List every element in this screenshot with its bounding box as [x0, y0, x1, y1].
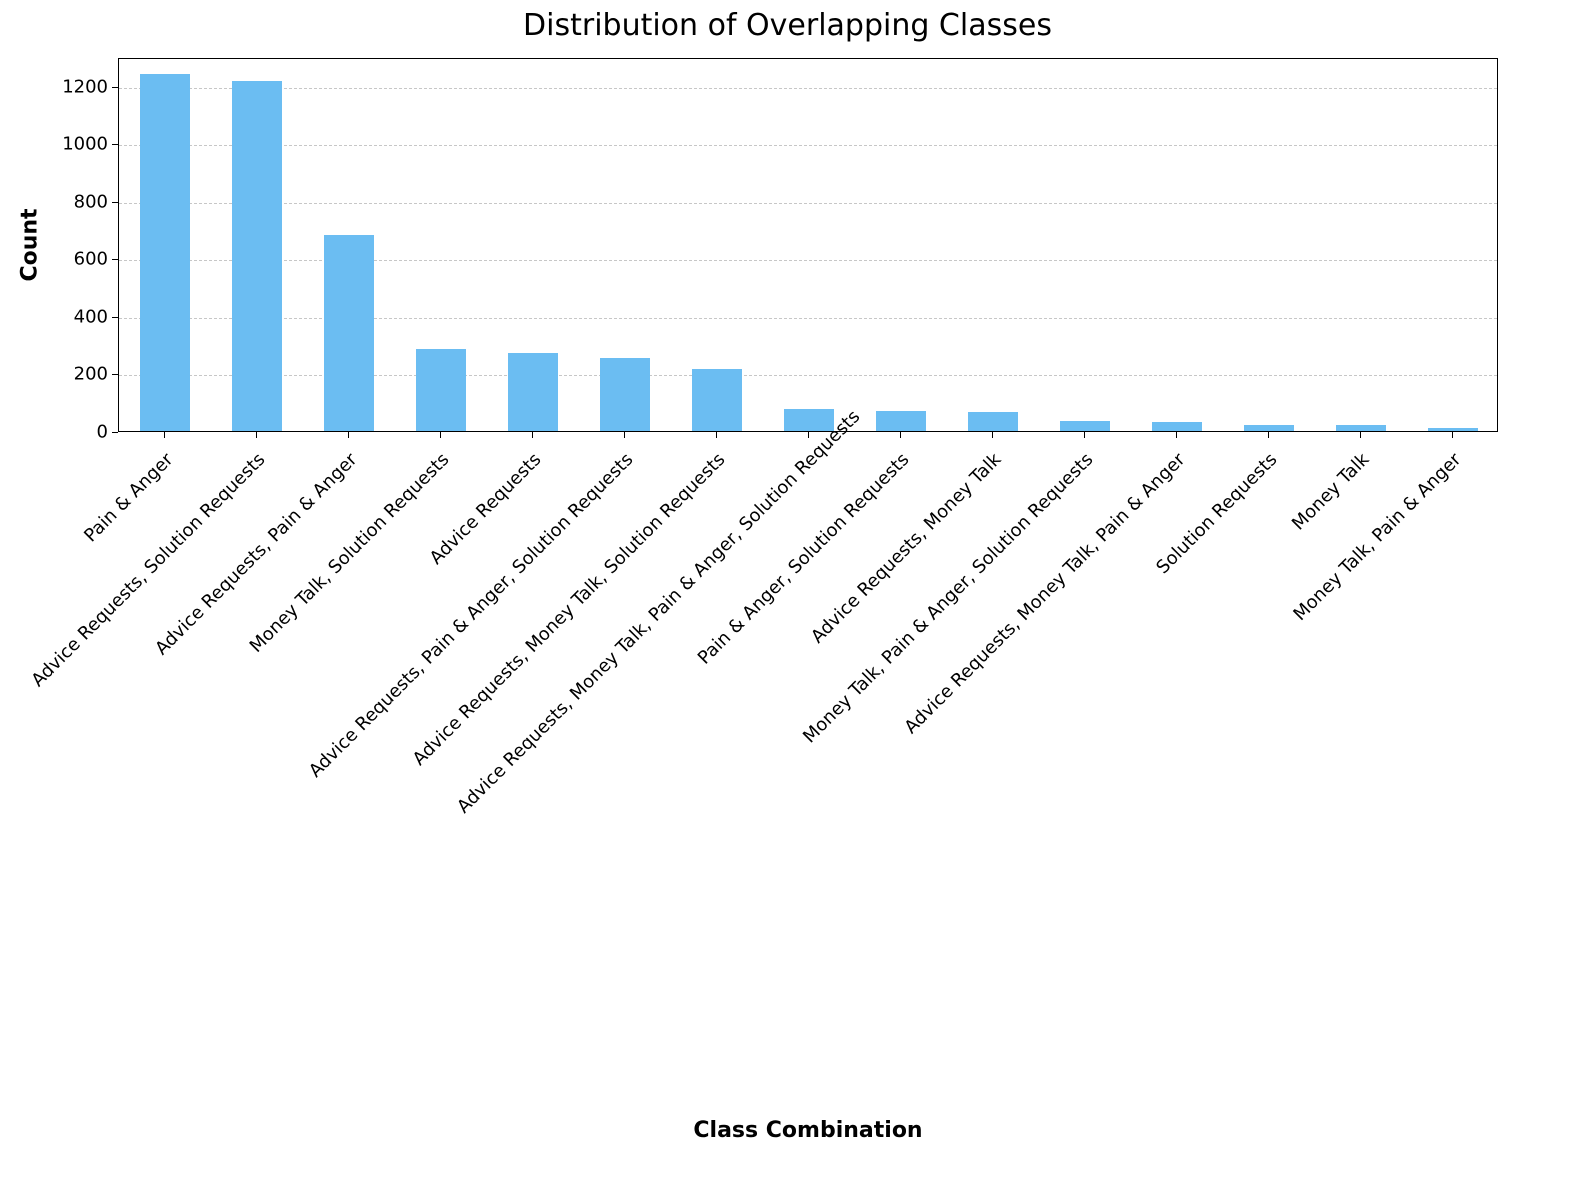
- chart-title: Distribution of Overlapping Classes: [0, 8, 1575, 43]
- bar: [1060, 421, 1111, 431]
- xtick-mark: [900, 432, 901, 438]
- ytick-mark: [112, 374, 118, 375]
- ytick-mark: [112, 317, 118, 318]
- xtick-label: Advice Requests, Money Talk, Pain & Ange…: [821, 449, 1189, 817]
- xtick-mark: [808, 432, 809, 438]
- bar: [692, 369, 743, 431]
- bar: [508, 353, 559, 431]
- bar: [324, 235, 375, 431]
- bar: [416, 349, 467, 431]
- ytick-label: 200: [58, 364, 108, 385]
- bar: [1152, 422, 1203, 431]
- x-axis-label: Class Combination: [693, 1118, 922, 1143]
- xtick-mark: [1176, 432, 1177, 438]
- xtick-label: Money Talk, Pain & Anger: [1097, 449, 1465, 817]
- bar: [968, 412, 1019, 431]
- bar: [876, 411, 927, 431]
- figure: Distribution of Overlapping Classes Coun…: [0, 0, 1575, 1179]
- y-axis-label: Count: [18, 208, 43, 281]
- xtick-label: Money Talk, Solution Requests: [85, 449, 453, 817]
- xtick-label: Pain & Anger, Solution Requests: [545, 449, 913, 817]
- ytick-mark: [112, 259, 118, 260]
- xtick-mark: [1268, 432, 1269, 438]
- xtick-mark: [440, 432, 441, 438]
- bar: [600, 358, 651, 431]
- xtick-label: Money Talk, Pain & Anger, Solution Reque…: [729, 449, 1097, 817]
- xtick-mark: [1084, 432, 1085, 438]
- plot-area: [118, 58, 1498, 432]
- ytick-label: 1200: [58, 76, 108, 97]
- xtick-label: Advice Requests, Money Talk, Solution Re…: [361, 449, 729, 817]
- ytick-label: 0: [58, 422, 108, 443]
- xtick-mark: [1452, 432, 1453, 438]
- gridline: [119, 88, 1497, 89]
- xtick-mark: [1360, 432, 1361, 438]
- ytick-label: 600: [58, 249, 108, 270]
- xtick-mark: [716, 432, 717, 438]
- xtick-label: Advice Requests, Money Talk: [637, 449, 1005, 817]
- xtick-mark: [992, 432, 993, 438]
- ytick-mark: [112, 144, 118, 145]
- gridline: [119, 203, 1497, 204]
- ytick-label: 800: [58, 191, 108, 212]
- bar: [1336, 425, 1387, 431]
- gridline: [119, 145, 1497, 146]
- xtick-mark: [532, 432, 533, 438]
- xtick-label: Advice Requests: [177, 449, 545, 817]
- bar: [232, 81, 283, 431]
- xtick-label: Money Talk: [1005, 449, 1373, 817]
- xtick-mark: [164, 432, 165, 438]
- bar: [1244, 425, 1295, 431]
- ytick-label: 400: [58, 306, 108, 327]
- xtick-mark: [256, 432, 257, 438]
- xtick-mark: [348, 432, 349, 438]
- ytick-mark: [112, 87, 118, 88]
- xtick-mark: [624, 432, 625, 438]
- xtick-label: Solution Requests: [913, 449, 1281, 817]
- ytick-mark: [112, 202, 118, 203]
- xtick-label: Advice Requests, Pain & Anger, Solution …: [269, 449, 637, 817]
- bar: [1428, 428, 1479, 431]
- bar: [140, 74, 191, 431]
- ytick-mark: [112, 432, 118, 433]
- ytick-label: 1000: [58, 134, 108, 155]
- xtick-label: Advice Requests, Pain & Anger: [0, 449, 361, 817]
- xtick-label: Advice Requests, Money Talk, Pain & Ange…: [453, 449, 821, 817]
